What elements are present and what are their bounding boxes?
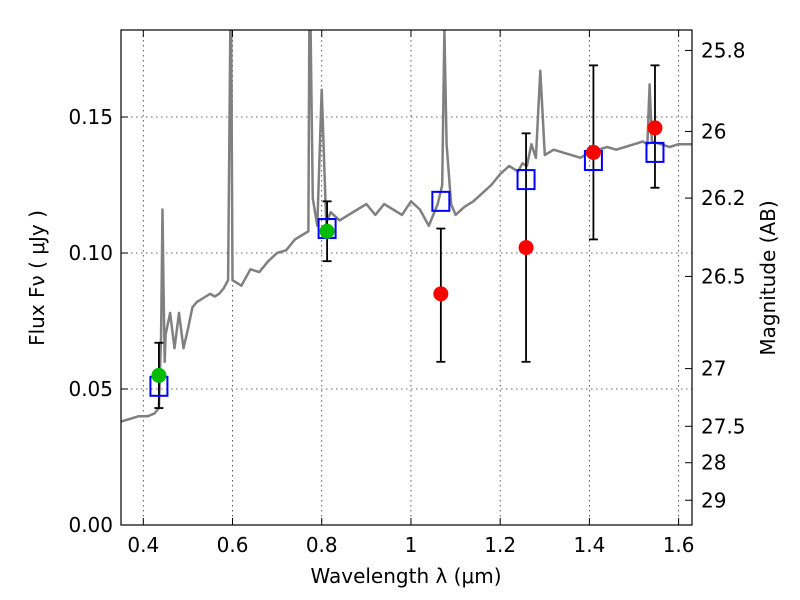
obs-red-point — [433, 286, 449, 302]
model-box-marker — [645, 141, 665, 163]
y2-tick-label: 26.2 — [701, 186, 746, 210]
y-tick-label: 0.00 — [68, 513, 113, 537]
obs-red-point — [518, 240, 534, 256]
x-tick-label: 1 — [405, 533, 418, 557]
obs-red-point — [647, 120, 663, 136]
x-tick-label: 0.4 — [127, 533, 159, 557]
axes-ticks: 0.4 0.6 0.8 1 1.2 1.4 1.6 0.00 0.05 0.10 0.15 25.8 2… — [68, 30, 746, 557]
plot-frame — [120, 29, 693, 526]
y2-tick-label: 25.8 — [701, 38, 746, 62]
x-tick-label: 0.8 — [306, 533, 338, 557]
y-tick-label: 0.10 — [68, 241, 113, 265]
y2-tick-label: 27.5 — [701, 414, 746, 438]
y2-tick-label: 27 — [701, 357, 726, 381]
y2-tick-label: 26 — [701, 119, 726, 143]
x-axis-label: Wavelength λ (μm) — [310, 564, 501, 588]
y-tick-label: 0.05 — [68, 377, 113, 401]
spectrum-line — [121, 30, 692, 423]
plot-area — [121, 30, 692, 423]
obs-red-point — [585, 144, 601, 160]
model-box-marker — [516, 169, 536, 191]
y2-tick-label: 26.5 — [701, 264, 746, 288]
model-box-marker — [431, 190, 451, 212]
obs-green-point — [151, 367, 167, 383]
grid — [121, 30, 692, 526]
x-tick-label: 1.6 — [663, 533, 695, 557]
obs-green-point — [319, 223, 335, 239]
x-tick-label: 0.6 — [217, 533, 249, 557]
y2-axis-label: Magnitude (AB) — [756, 200, 780, 355]
y2-tick-label: 28 — [701, 451, 726, 475]
y-tick-label: 0.15 — [68, 105, 113, 129]
x-tick-label: 1.4 — [573, 533, 605, 557]
y-axis-label: Flux Fν ( μJy ) — [25, 210, 49, 346]
x-tick-label: 1.2 — [484, 533, 516, 557]
y2-tick-label: 29 — [701, 488, 726, 512]
